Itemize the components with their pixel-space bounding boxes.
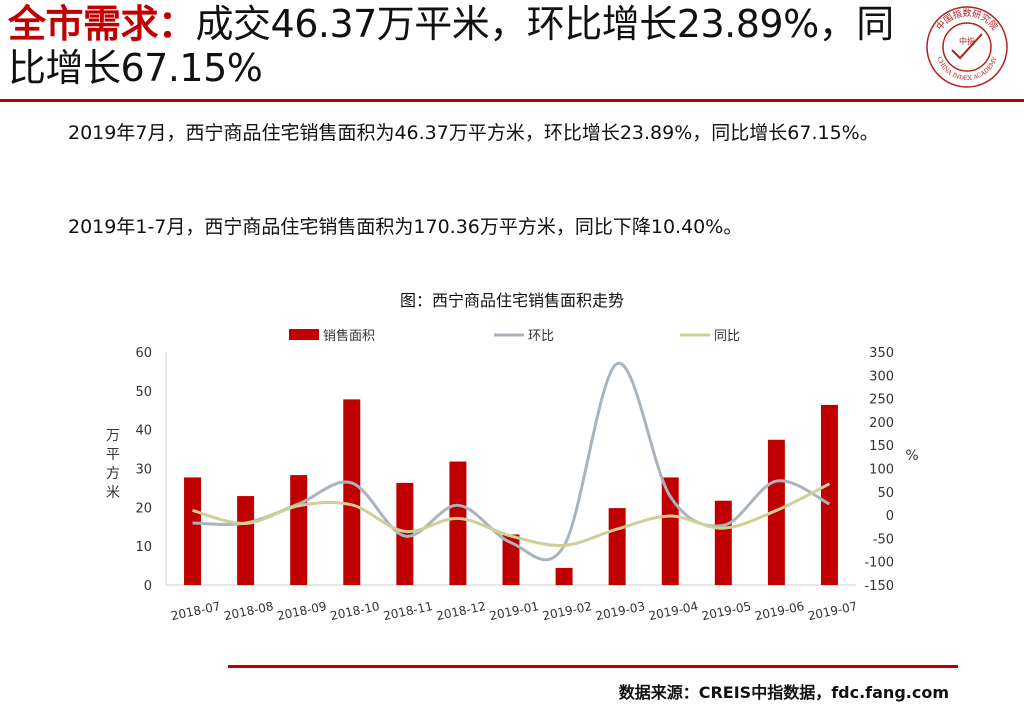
- bar: [555, 567, 573, 585]
- left-tick-label: 0: [144, 579, 152, 594]
- y-axis-label-char: 万: [106, 428, 120, 444]
- bar: [714, 500, 732, 585]
- x-tick-label: 2019-04: [647, 599, 699, 623]
- bar: [237, 496, 255, 585]
- right-tick-label: 350: [869, 346, 894, 361]
- legend-label-sales: 销售面积: [323, 328, 375, 344]
- x-tick-label: 2019-03: [594, 599, 646, 623]
- x-tick-label: 2018-10: [329, 599, 381, 623]
- series-line-mom: [192, 362, 831, 562]
- x-tick-label: 2019-05: [700, 599, 752, 623]
- legend-swatch-sales: [289, 329, 319, 340]
- right-tick-label: 150: [869, 439, 894, 454]
- bar: [661, 477, 679, 585]
- x-tick-label: 2018-07: [170, 599, 222, 623]
- right-tick-label: 0: [886, 509, 894, 524]
- legend-label-mom: 环比: [528, 329, 554, 344]
- x-tick-label: 2018-12: [435, 599, 487, 623]
- bar: [396, 482, 414, 585]
- x-tick-label: 2018-08: [223, 599, 275, 623]
- right-tick-label: 200: [869, 416, 894, 431]
- left-tick-label: 30: [135, 463, 152, 478]
- data-source: 数据来源：CREIS中指数据，fdc.fang.com: [618, 683, 949, 702]
- title-rest: 成交46.37万平米，环比增长23.89%，同比增长67.15%: [8, 2, 894, 90]
- bar: [343, 399, 361, 585]
- paragraph-2: 2019年1-7月，西宁商品住宅销售面积为170.36万平方米，同比下降10.4…: [68, 216, 743, 238]
- legend-label-yoy: 同比: [714, 329, 740, 344]
- footer-divider: [228, 665, 958, 668]
- right-tick-label: 100: [869, 463, 894, 478]
- y-axis-label-right: %: [905, 448, 918, 464]
- right-tick-label: -50: [873, 532, 894, 547]
- bar: [502, 534, 520, 585]
- right-tick-label: 250: [869, 393, 894, 408]
- logo-center: 中指: [959, 36, 975, 46]
- right-tick-label: -100: [864, 556, 894, 571]
- left-tick-label: 50: [135, 385, 152, 400]
- y-axis-label-char: 平: [106, 447, 120, 463]
- x-tick-label: 2019-01: [488, 599, 540, 623]
- left-tick-label: 40: [135, 424, 152, 439]
- logo-seal: 中国指数研究院 CHINA INDEX ACADEMY 中指: [926, 6, 1008, 88]
- bar: [449, 461, 467, 585]
- right-tick-label: 300: [869, 369, 894, 384]
- right-tick-label: 50: [877, 486, 894, 501]
- x-tick-label: 2018-09: [276, 599, 328, 623]
- bar: [767, 439, 785, 585]
- right-tick-label: -150: [864, 579, 894, 594]
- x-tick-label: 2018-11: [382, 599, 434, 623]
- x-tick-label: 2019-02: [541, 599, 593, 623]
- left-tick-label: 60: [135, 346, 152, 361]
- title-highlight: 全市需求：: [8, 2, 196, 46]
- x-tick-label: 2019-06: [754, 599, 806, 623]
- y-axis-label-char: 米: [106, 485, 120, 501]
- x-tick-label: 2019-07: [807, 599, 859, 623]
- bar: [608, 508, 626, 585]
- page-title: 全市需求：成交46.37万平米，环比增长23.89%，同比增长67.15%: [8, 2, 908, 90]
- bar: [290, 475, 308, 585]
- bar: [820, 404, 838, 585]
- chart-title: 图：西宁商品住宅销售面积走势: [399, 291, 624, 310]
- series-line-yoy: [192, 482, 831, 548]
- paragraph-1: 2019年7月，西宁商品住宅销售面积为46.37万平方米，环比增长23.89%，…: [68, 122, 879, 144]
- title-divider: [0, 99, 1024, 102]
- left-tick-label: 20: [135, 501, 152, 516]
- y-axis-label-char: 方: [106, 466, 120, 482]
- left-tick-label: 10: [135, 540, 152, 555]
- bar: [184, 477, 202, 585]
